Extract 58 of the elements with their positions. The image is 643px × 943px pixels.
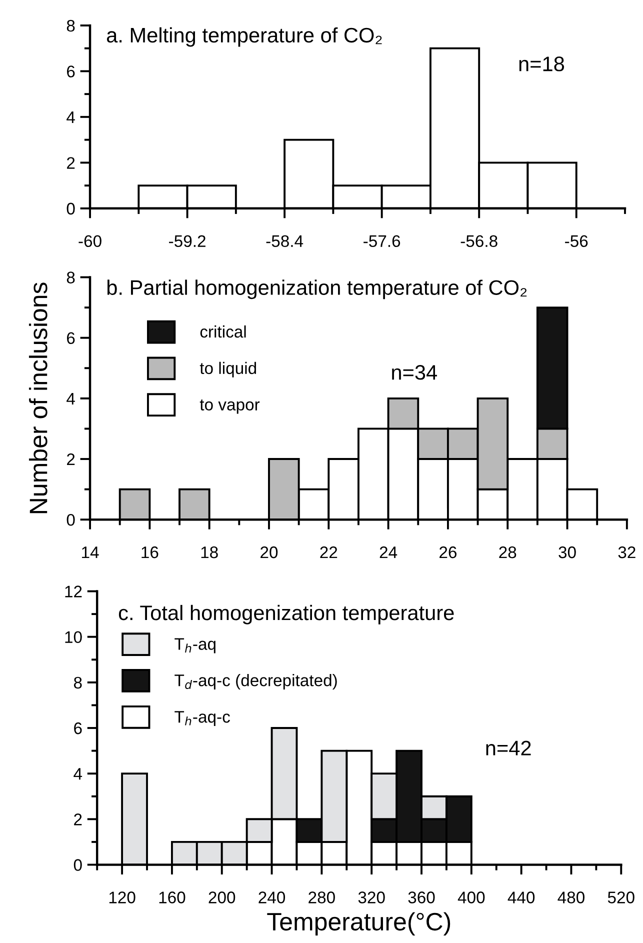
x-tick-label: 20 bbox=[260, 546, 278, 558]
y-tick-label: 2 bbox=[67, 453, 75, 466]
x-tick-label: 200 bbox=[208, 892, 236, 904]
x-tick-label: -58.4 bbox=[266, 235, 304, 248]
legend-label: T$_{h}$-aq bbox=[174, 638, 216, 654]
y-tick-label: 0 bbox=[66, 202, 75, 215]
y-tick-label: 4 bbox=[66, 392, 75, 404]
x-tick-label: 400 bbox=[458, 892, 485, 904]
y-tick-label: 8 bbox=[74, 676, 82, 689]
y-tick-label: 4 bbox=[74, 768, 82, 780]
y-tick-label: 6 bbox=[67, 332, 75, 344]
x-tick-label: 28 bbox=[499, 546, 516, 558]
y-tick-label: 2 bbox=[67, 157, 75, 169]
y-tick-label: 0 bbox=[66, 514, 75, 526]
y-axis-title: Number of inclusions bbox=[28, 282, 48, 514]
y-tick-label: 8 bbox=[66, 20, 75, 32]
legend-label: to vapor bbox=[200, 400, 260, 414]
x-tick-label: 16 bbox=[142, 546, 158, 558]
x-tick-label: 18 bbox=[201, 546, 218, 558]
x-tick-label: 24 bbox=[380, 546, 398, 558]
chart-title: a. Melting temperature of CO₂ bbox=[106, 27, 382, 47]
y-tick-label: 6 bbox=[74, 722, 82, 734]
x-tick-label: 440 bbox=[508, 892, 535, 904]
x-tick-label: 14 bbox=[82, 546, 99, 558]
y-tick-label: 10 bbox=[65, 631, 82, 644]
annotation: n=42 bbox=[486, 740, 531, 756]
text: c. Total homogenization temperature bbox=[118, 604, 454, 624]
x-tick-label: 30 bbox=[558, 546, 576, 558]
x-tick-label: -59.2 bbox=[169, 235, 206, 248]
x-tick-label: -60 bbox=[78, 235, 102, 248]
x-tick-label: 480 bbox=[558, 892, 584, 904]
x-tick-label: -56 bbox=[565, 235, 588, 248]
legend-label: critical bbox=[200, 325, 246, 338]
x-tick-label: 280 bbox=[308, 892, 335, 904]
legend-label: to liquid bbox=[200, 362, 256, 378]
y-tick-label: 0 bbox=[74, 859, 82, 871]
x-tick-label: -56.8 bbox=[460, 235, 498, 248]
y-tick-label: 8 bbox=[66, 272, 75, 284]
x-axis-title: Temperature(°C) bbox=[267, 912, 450, 936]
x-tick-label: 32 bbox=[618, 546, 636, 558]
y-tick-label: 4 bbox=[66, 112, 75, 123]
x-tick-label: 320 bbox=[358, 892, 385, 904]
x-tick-label: 240 bbox=[258, 892, 286, 904]
y-tick-label: 12 bbox=[65, 586, 82, 598]
legend-label: T$_{d}$-aq-c (decrepitated) bbox=[174, 674, 337, 690]
x-tick-label: 22 bbox=[320, 546, 338, 558]
x-tick-label: 520 bbox=[608, 892, 634, 904]
annotation: n=34 bbox=[392, 365, 438, 380]
annotation: n=18 bbox=[519, 56, 564, 72]
legend-label: T$_{h}$-aq-c bbox=[174, 711, 230, 726]
x-tick-label: 360 bbox=[408, 892, 435, 904]
x-tick-label: 160 bbox=[159, 892, 186, 904]
chart-title: b. Partial homogenization temperature of CO₂ bbox=[107, 280, 527, 300]
y-tick-label: 2 bbox=[74, 814, 82, 826]
x-tick-label: -57.6 bbox=[364, 235, 400, 248]
x-tick-label: 26 bbox=[440, 546, 456, 558]
y-tick-label: 6 bbox=[67, 66, 75, 78]
x-tick-label: 120 bbox=[109, 892, 136, 904]
